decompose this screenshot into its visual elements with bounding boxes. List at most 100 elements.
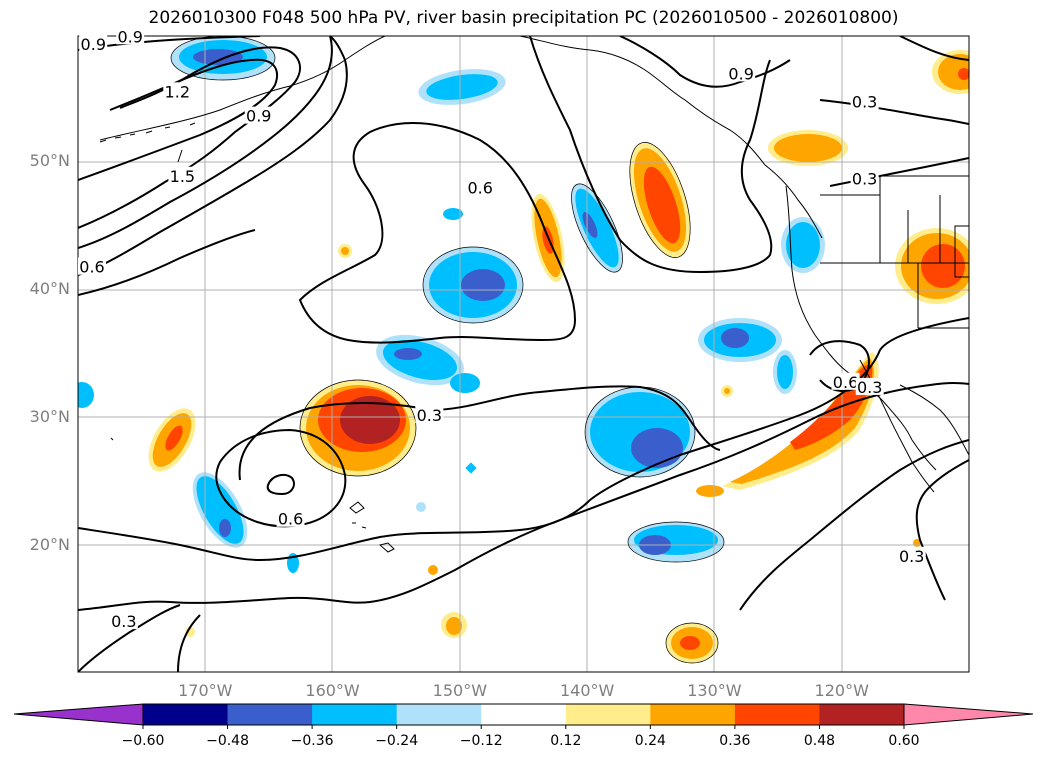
pos-anomaly: [446, 617, 462, 635]
state-border: [820, 195, 969, 329]
contour-label-bg: [109, 612, 138, 630]
us-west-coast: [785, 185, 937, 471]
neg-anomaly: [196, 476, 244, 544]
colorbar-under-triangle: [13, 703, 144, 726]
pos-anomaly: [340, 396, 400, 444]
neg-anomaly: [78, 382, 94, 408]
pv-contour-0.3-wave: [238, 385, 721, 481]
neg-anomaly: [575, 188, 619, 268]
pv-contour-0.6: [78, 36, 348, 276]
pos-anomaly: [165, 425, 183, 451]
state-border: [907, 195, 941, 263]
pv-contour-0.3-baja: [915, 459, 969, 601]
colorbar-segment: [396, 704, 482, 725]
alaska-gulf-coast: [519, 36, 731, 131]
colorbar-segment: [227, 704, 313, 725]
colorbar-tick-label: 0.24: [635, 733, 666, 749]
pos-anomaly: [680, 636, 700, 650]
neg-anomaly: [786, 222, 820, 268]
lon-label: 170°W: [178, 681, 233, 700]
anomaly-outline: [627, 521, 725, 563]
contour-labels: 0.9 0.91.20.91.50.60.60.90.30.30.30.60.30…: [78, 27, 926, 631]
contour-label: 0.9: [728, 64, 753, 83]
pos-anomaly: [958, 68, 969, 80]
anomaly-outline: [170, 36, 276, 81]
lon-label: 150°W: [433, 681, 488, 700]
contour-label-bg: [168, 166, 197, 184]
colorbar-segment: [650, 704, 736, 725]
colorbar-tick-label: 0.60: [888, 733, 919, 749]
lat-label: 30°N: [30, 407, 70, 426]
pos-anomaly: [696, 485, 724, 497]
anomaly-outline: [422, 246, 524, 324]
contour-label-bg: [78, 257, 107, 275]
pv-contour-0.3-band: [529, 36, 773, 274]
hawaii-islands: [349, 501, 395, 553]
contour-label-bg: [276, 509, 305, 527]
contour-label: 1.2: [165, 82, 190, 101]
contour-label: 0.3: [899, 547, 924, 566]
neg-anomaly: [219, 519, 231, 537]
pv-contour-0.6-ring: [215, 428, 347, 528]
contour-label: 0.3: [852, 169, 877, 188]
latitude-labels: 20°N 30°N 40°N 50°N: [30, 151, 70, 554]
colorbar-segment: [819, 704, 905, 725]
colorbar: −0.60 −0.48 −0.36 −0.24 −0.12 0.12 0.24 0.36 0.4…: [13, 703, 1034, 749]
contour-label-bg: [855, 377, 884, 395]
map-title: 2026010300 F048 500 hPa PV, river basin …: [148, 8, 899, 28]
contour-label: 0.3: [111, 612, 136, 631]
colorbar-segments: [143, 704, 905, 725]
precip-shading: [78, 36, 969, 663]
contour-label-bg: [79, 34, 108, 52]
contour-label: 0.9: [81, 35, 106, 54]
anomaly-outline: [299, 379, 417, 477]
lon-label: 120°W: [815, 681, 870, 700]
neg-anomaly: [721, 328, 749, 348]
colorbar-tick-label: 0.48: [804, 733, 835, 749]
neg-anomaly: [416, 502, 426, 512]
colorbar-segment: [734, 704, 820, 725]
colorbar-tick-label: −0.48: [206, 733, 249, 749]
aleutian-islands: [99, 122, 196, 143]
neg-anomaly: [443, 208, 463, 220]
contour-label-bg: [831, 372, 860, 390]
colorbar-tick-label: −0.24: [375, 733, 418, 749]
pv-contour-ring-inner: [266, 473, 295, 496]
contour-label: 0.9: [246, 107, 271, 126]
canada-border: [820, 175, 969, 196]
alaska-coast: [99, 36, 386, 141]
neg-anomaly: [450, 373, 480, 393]
neg-anomaly: [777, 355, 793, 389]
pos-anomaly: [341, 247, 349, 255]
contour-label-bg: [850, 92, 879, 110]
colorbar-frame: [142, 703, 905, 726]
contour-label: 0.3: [417, 406, 442, 425]
colorbar-tick-label: 0.36: [719, 733, 750, 749]
contour-label: 0.6: [278, 510, 303, 529]
pv-contour-0.3-se: [739, 439, 969, 611]
colorbar-segment: [565, 704, 651, 725]
pv-contour-loop-small: [809, 340, 870, 392]
mexico-coast: [899, 384, 969, 456]
contour-label-bg: [466, 178, 495, 196]
pos-anomaly: [724, 388, 730, 394]
pos-anomaly: [643, 166, 681, 244]
contour-label-bg: [415, 406, 444, 424]
contour-label-bg: [850, 169, 879, 187]
pv-contour-0.3-upper-loop: [899, 36, 969, 61]
neg-anomaly: [461, 269, 505, 301]
contour-label-bg: [244, 106, 273, 124]
bc-coast: [729, 129, 823, 239]
anomaly-outline: [629, 142, 691, 258]
pv-contour-0.3-southwest: [78, 604, 201, 672]
contour-label-bg: [116, 27, 145, 45]
island: [110, 437, 114, 441]
anomaly-outline: [665, 622, 719, 664]
neg-anomaly: [465, 462, 477, 474]
contour-label: 0.6: [467, 178, 492, 197]
colorbar-segment: [481, 704, 567, 725]
pv-contour-0.6-loop: [298, 122, 577, 344]
pv-contour-0.9-upper: [619, 36, 791, 88]
lat-label: 40°N: [30, 279, 70, 298]
lat-label: 20°N: [30, 535, 70, 554]
